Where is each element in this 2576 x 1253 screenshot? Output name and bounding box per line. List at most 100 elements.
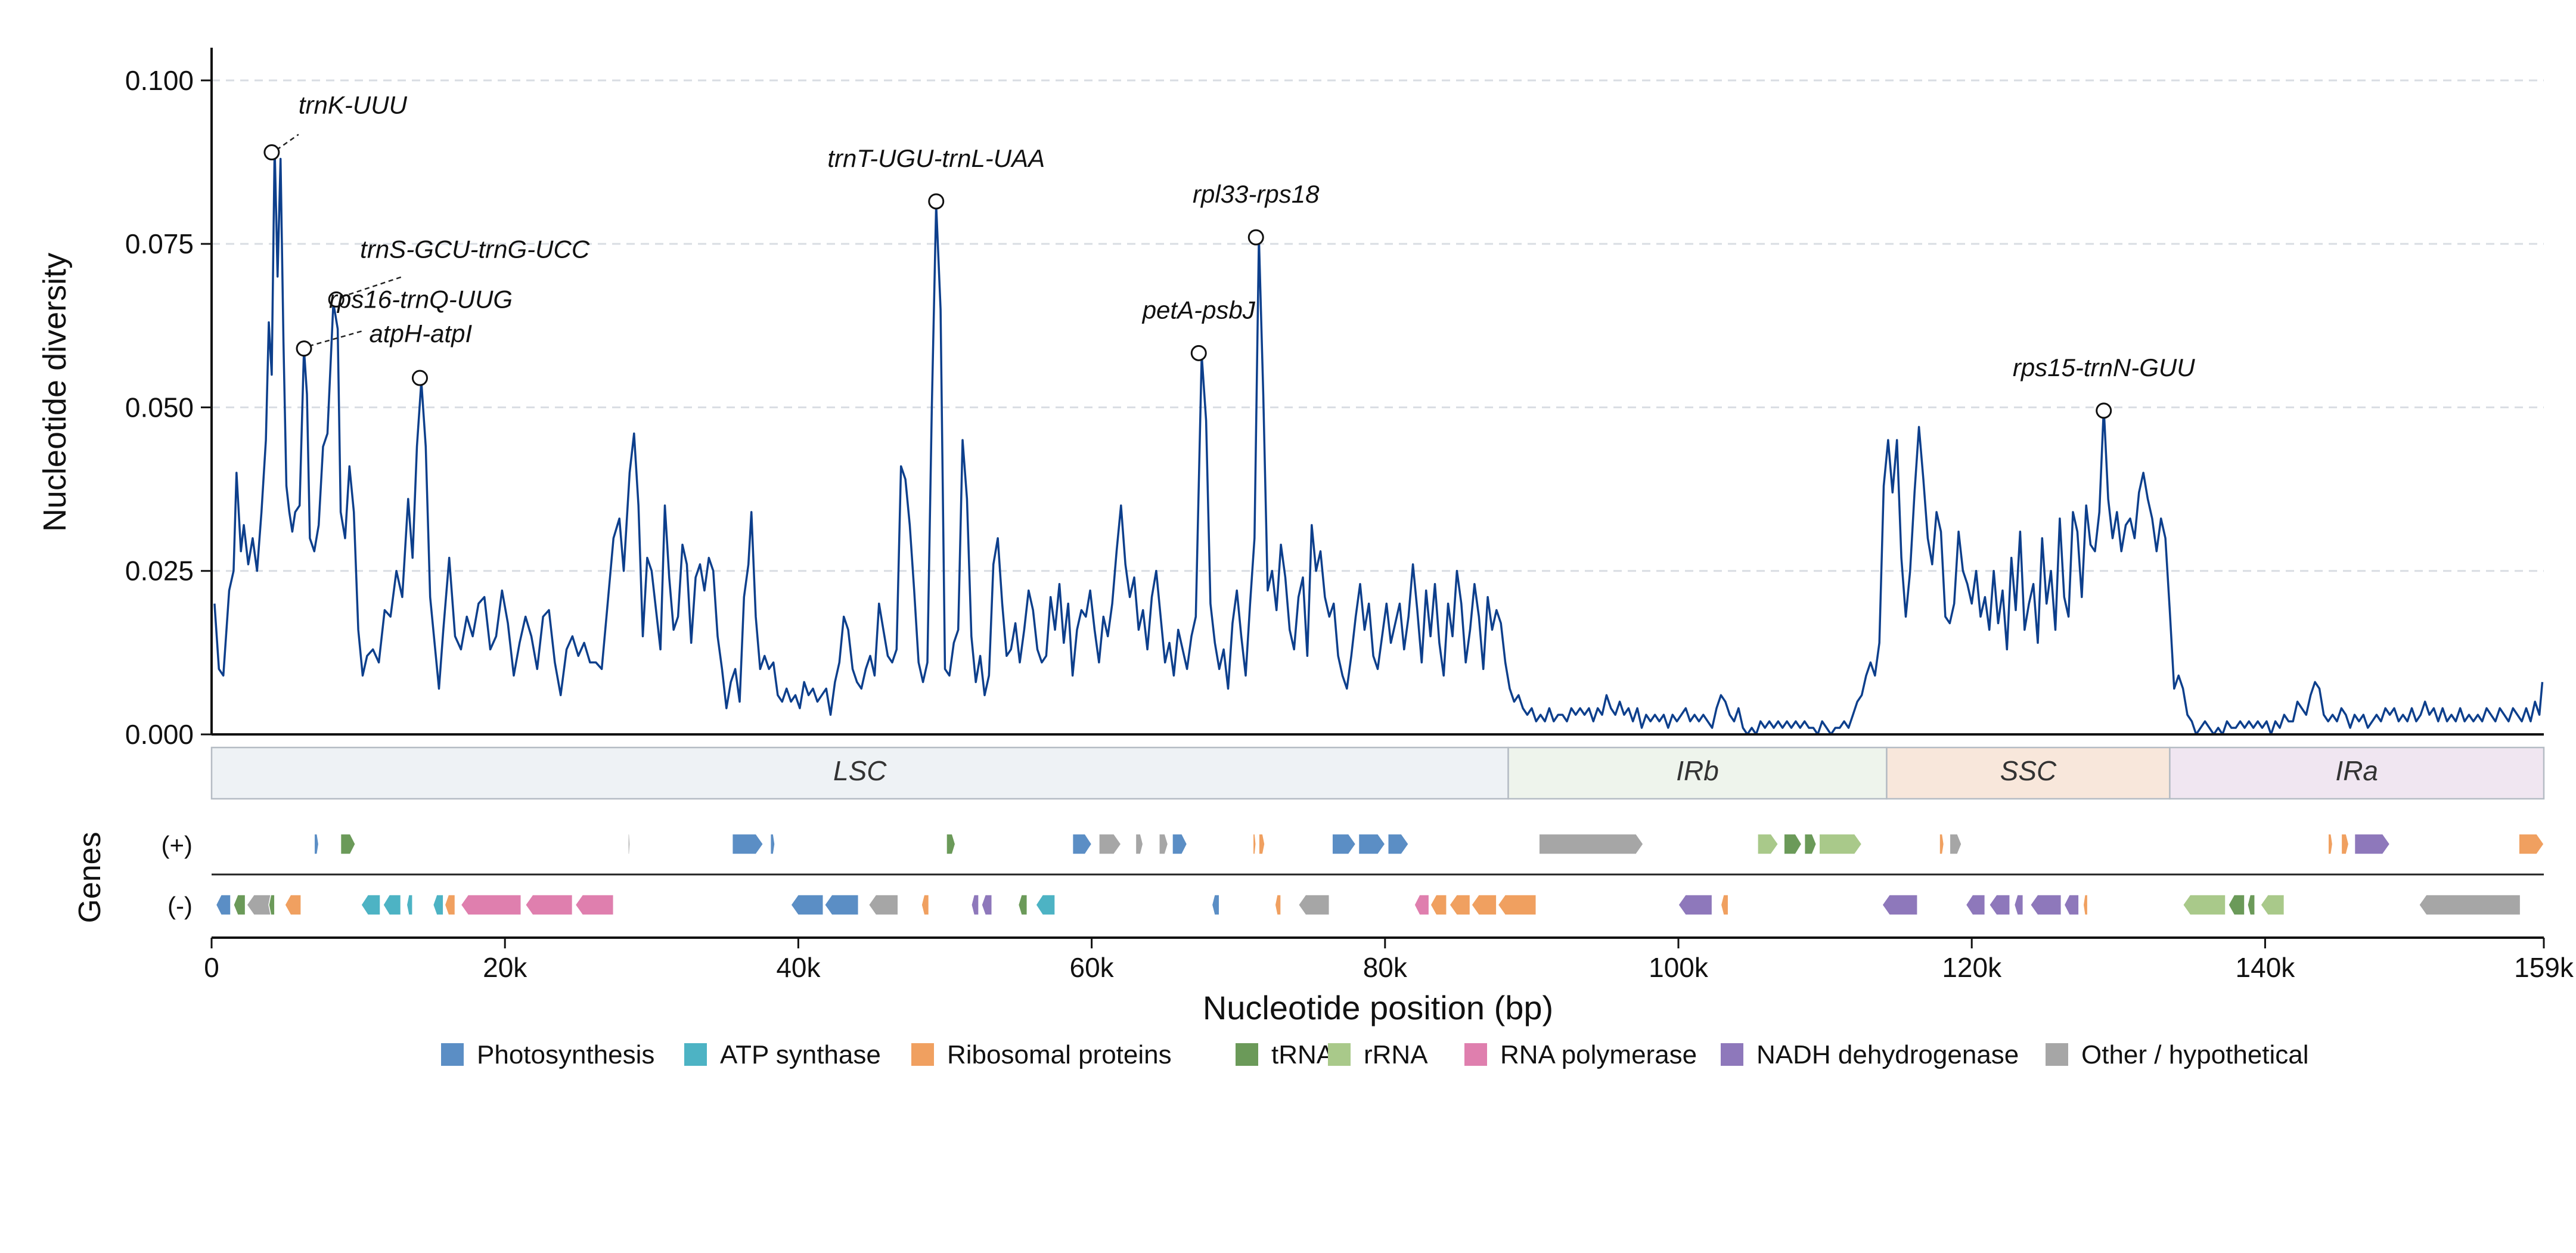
region-label: IRb xyxy=(1676,755,1719,786)
genome-region-track: LSC IRb SSC IRa xyxy=(210,746,2545,800)
gene-arrow xyxy=(1414,894,1430,916)
x-tick-label: 159k xyxy=(2514,952,2574,983)
gene-arrow xyxy=(2082,894,2088,916)
gene-arrow xyxy=(1538,833,1644,855)
gene-arrow xyxy=(1035,894,1056,916)
gene-arrow xyxy=(1135,833,1144,855)
horizontal-gridlines xyxy=(212,79,2544,572)
region-block xyxy=(1886,746,2171,800)
gene-arrow xyxy=(824,894,859,916)
legend-label: Other / hypothetical xyxy=(2081,1040,2309,1069)
y-tick-label: 0.025 xyxy=(125,556,194,587)
gene-arrow xyxy=(2247,894,2255,916)
gene-arrow xyxy=(2327,833,2333,855)
gene-arrow xyxy=(1949,833,1962,855)
region-block xyxy=(210,746,1509,800)
gene-arrow xyxy=(1358,833,1386,855)
legend-swatch xyxy=(911,1043,934,1066)
peak-label: trnK-UUU xyxy=(299,91,408,119)
peak-label: rps16-trnQ-UUG xyxy=(329,286,513,314)
legend-swatch xyxy=(441,1043,464,1066)
gene-arrow xyxy=(432,894,444,916)
gene-arrow xyxy=(769,833,775,855)
gene-arrow xyxy=(2418,894,2521,916)
gene-arrow xyxy=(2013,894,2024,916)
diversity-line-layer xyxy=(213,144,2544,736)
gene-arrow xyxy=(1274,894,1281,916)
peak-marker xyxy=(296,340,312,357)
region-label: IRa xyxy=(2335,755,2378,786)
peak-label: trnS-GCU-trnG-UCC xyxy=(360,235,590,263)
y-tick-label: 0.050 xyxy=(125,392,194,423)
gene-arrow xyxy=(1387,833,1410,855)
gene-arrow xyxy=(1804,833,1817,855)
legend-swatch xyxy=(684,1043,707,1066)
legend-swatch xyxy=(1721,1043,1743,1066)
minus-strand-label: (-) xyxy=(167,892,193,920)
x-tick-label: 20k xyxy=(483,952,527,983)
gene-arrow xyxy=(731,833,764,855)
gene-arrow xyxy=(406,894,413,916)
gene-arrow xyxy=(2354,833,2391,855)
legend-swatch xyxy=(1464,1043,1487,1066)
gene-arrow xyxy=(1332,833,1357,855)
gene-track-title: Genes xyxy=(73,832,107,923)
peak-marker xyxy=(1190,345,1207,361)
peak-leader-line xyxy=(276,134,299,151)
peak-leader-line xyxy=(340,276,402,298)
gene-arrow xyxy=(1252,833,1256,855)
y-tick-label: 0.100 xyxy=(125,65,194,96)
peak-leader-line xyxy=(308,330,364,347)
peak-marker xyxy=(263,144,280,161)
gene-arrow xyxy=(314,833,319,855)
gene-arrow xyxy=(575,894,614,916)
gene-arrow xyxy=(868,894,899,916)
gene-arrow xyxy=(1449,894,1471,916)
legend-label: RNA polymerase xyxy=(1500,1040,1697,1069)
peak-marker xyxy=(1247,229,1264,246)
gene-arrow xyxy=(2228,894,2245,916)
y-tick-label: 0.075 xyxy=(125,228,194,259)
gene-arrow xyxy=(1783,833,1802,855)
peak-marker xyxy=(2096,402,2112,419)
y-tick-label: 0.000 xyxy=(125,719,194,750)
gene-arrow xyxy=(2260,894,2285,916)
gene-track xyxy=(212,833,2544,916)
region-block xyxy=(2169,746,2545,800)
diversity-line xyxy=(213,144,2544,736)
gene-arrow xyxy=(284,894,302,916)
gene-arrow xyxy=(1172,833,1188,855)
peak-marker xyxy=(328,291,344,308)
peak-label: rpl33-rps18 xyxy=(1193,180,1320,208)
gene-arrow xyxy=(921,894,930,916)
legend: Photosynthesis ATP synthase Ribosomal prot… xyxy=(441,1040,2309,1069)
gene-arrow xyxy=(444,894,456,916)
gene-arrow xyxy=(361,894,381,916)
gene-arrow xyxy=(1098,833,1122,855)
peak-label: trnT-UGU-trnL-UAA xyxy=(827,144,1045,172)
peak-label: rps15-trnN-GUU xyxy=(2013,353,2195,382)
gene-arrow xyxy=(268,894,275,916)
gene-arrow xyxy=(2341,833,2350,855)
peak-marker xyxy=(411,370,428,386)
gene-arrow xyxy=(1720,894,1729,916)
gene-arrow xyxy=(460,894,522,916)
peak-label: petA-psbJ xyxy=(1141,296,1256,324)
region-label: LSC xyxy=(833,755,887,786)
gene-arrow xyxy=(524,894,573,916)
gene-arrow xyxy=(383,894,402,916)
x-tick-label: 40k xyxy=(776,952,821,983)
peak-label: atpH-atpI xyxy=(369,320,472,348)
gene-arrow xyxy=(2518,833,2544,855)
gene-arrow xyxy=(2182,894,2226,916)
y-axis-title: Nucleotide diversity xyxy=(37,253,73,532)
gene-arrow xyxy=(790,894,824,916)
gene-arrow xyxy=(1159,833,1169,855)
gene-arrow xyxy=(1939,833,1945,855)
gene-arrow xyxy=(1017,894,1028,916)
gene-arrow xyxy=(1757,833,1779,855)
gene-arrow xyxy=(1430,894,1447,916)
gene-arrow xyxy=(1471,894,1497,916)
gene-arrow xyxy=(946,833,956,855)
